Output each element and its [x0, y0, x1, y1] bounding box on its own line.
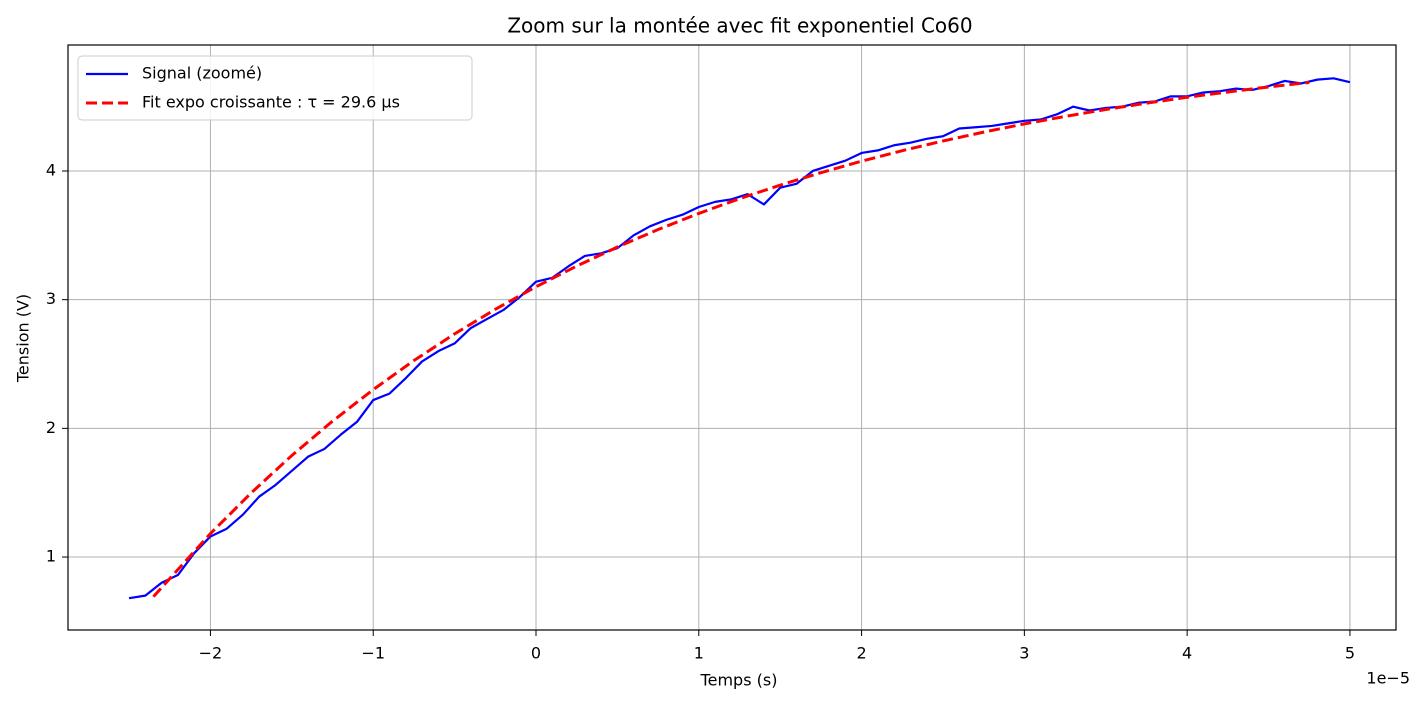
y-tick-label: 3 — [46, 289, 56, 308]
legend-box — [77, 55, 473, 121]
x-offset-label: 1e−5 — [1366, 669, 1410, 688]
axes-frame — [67, 44, 1397, 631]
legend-label: Fit expo croissante : τ = 29.6 µs — [142, 93, 400, 112]
grid-layer: −2 −1 0 1 2 3 4 5 1 2 3 4 — [46, 45, 1396, 663]
y-tick-label: 2 — [46, 418, 56, 437]
series-line — [128, 77, 1351, 600]
y-axis-label: Tension (V) — [14, 294, 33, 383]
x-tick-label: 1 — [694, 644, 704, 663]
x-tick-label: 3 — [1019, 644, 1029, 663]
x-tick-label: 4 — [1182, 644, 1192, 663]
x-axis-label: Temps (s) — [700, 671, 778, 690]
y-tick-label: 1 — [46, 547, 56, 566]
legend-label: Signal (zoomé) — [142, 64, 262, 83]
y-tick-label: 4 — [46, 160, 56, 179]
x-tick-label: −2 — [199, 644, 223, 663]
chart-title: Zoom sur la montée avec fit exponentiel … — [507, 14, 972, 38]
x-tick-label: 5 — [1345, 644, 1355, 663]
x-tick-label: 0 — [531, 644, 541, 663]
series-line — [152, 80, 1310, 598]
plot-layer — [128, 77, 1351, 600]
x-tick-label: −1 — [361, 644, 385, 663]
legend: Signal (zoomé) Fit expo croissante : τ = … — [77, 55, 473, 121]
x-tick-label: 2 — [856, 644, 866, 663]
